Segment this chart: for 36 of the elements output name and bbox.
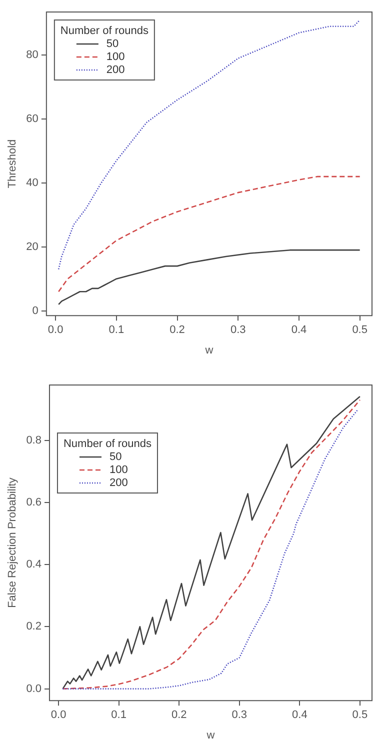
x-tick-label: 0.4 [292, 709, 308, 722]
x-tick-label: 0.2 [171, 709, 187, 722]
x-tick-label: 0.5 [352, 709, 368, 722]
y-tick-label: 60 [26, 113, 38, 126]
y-tick-label: 20 [26, 240, 38, 253]
x-tick-label: 0.3 [232, 709, 248, 722]
legend-label: 100 [109, 464, 128, 476]
legend-label: 200 [109, 477, 128, 490]
y-tick-label: 0.8 [26, 434, 42, 446]
x-axis-title: w [206, 729, 215, 742]
x-tick-label: 0.3 [230, 324, 246, 336]
y-tick-label: 0.4 [26, 558, 42, 571]
y-tick-label: 0.6 [26, 496, 42, 508]
x-tick-label: 0.1 [111, 709, 126, 722]
y-tick-label: 0 [32, 304, 38, 317]
y-axis-title: False Rejection Probability [6, 477, 19, 608]
legend-label: 50 [106, 38, 119, 50]
x-axis-title: w [204, 344, 214, 356]
y-tick-label: 0.0 [26, 682, 42, 695]
y-tick-label: 80 [26, 49, 38, 62]
legend-label: 200 [106, 64, 125, 76]
line-series [58, 19, 360, 270]
y-tick-label: 0.2 [26, 620, 42, 633]
legend-label: 50 [109, 451, 122, 464]
legend-title: Number of rounds [60, 25, 149, 38]
x-tick-label: 0.4 [291, 324, 307, 336]
x-tick-label: 0.0 [48, 324, 64, 336]
x-tick-label: 0.5 [352, 324, 368, 336]
line-series [58, 176, 360, 292]
legend-title: Number of rounds [63, 438, 152, 450]
y-tick-label: 40 [26, 177, 38, 190]
x-tick-label: 0.2 [170, 324, 185, 336]
x-tick-label: 0.0 [50, 709, 66, 722]
legend-label: 100 [106, 51, 125, 64]
x-tick-label: 0.1 [108, 324, 124, 336]
y-axis-title: Threshold [6, 139, 19, 188]
